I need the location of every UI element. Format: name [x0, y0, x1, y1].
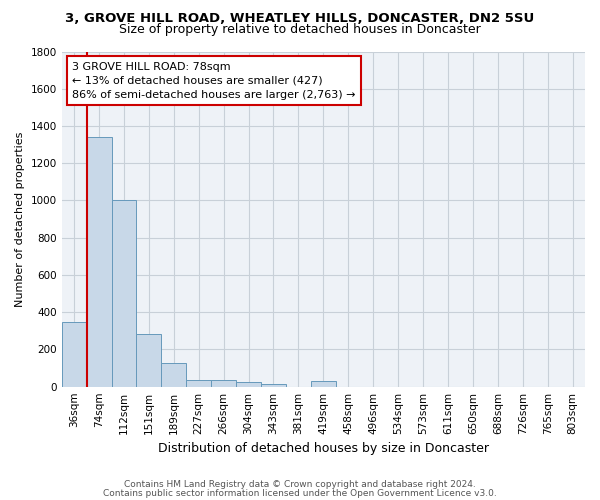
Bar: [261, 384, 286, 386]
Bar: [211, 380, 236, 386]
X-axis label: Distribution of detached houses by size in Doncaster: Distribution of detached houses by size …: [158, 442, 489, 455]
Bar: [186, 380, 211, 386]
Bar: [236, 382, 261, 386]
Bar: [161, 364, 186, 386]
Bar: [311, 381, 336, 386]
Text: 3 GROVE HILL ROAD: 78sqm
← 13% of detached houses are smaller (427)
86% of semi-: 3 GROVE HILL ROAD: 78sqm ← 13% of detach…: [72, 62, 356, 100]
Text: 3, GROVE HILL ROAD, WHEATLEY HILLS, DONCASTER, DN2 5SU: 3, GROVE HILL ROAD, WHEATLEY HILLS, DONC…: [65, 12, 535, 26]
Text: Size of property relative to detached houses in Doncaster: Size of property relative to detached ho…: [119, 22, 481, 36]
Text: Contains HM Land Registry data © Crown copyright and database right 2024.: Contains HM Land Registry data © Crown c…: [124, 480, 476, 489]
Bar: [86, 137, 112, 386]
Bar: [112, 200, 136, 386]
Y-axis label: Number of detached properties: Number of detached properties: [15, 132, 25, 307]
Bar: [136, 334, 161, 386]
Bar: [62, 322, 86, 386]
Text: Contains public sector information licensed under the Open Government Licence v3: Contains public sector information licen…: [103, 488, 497, 498]
